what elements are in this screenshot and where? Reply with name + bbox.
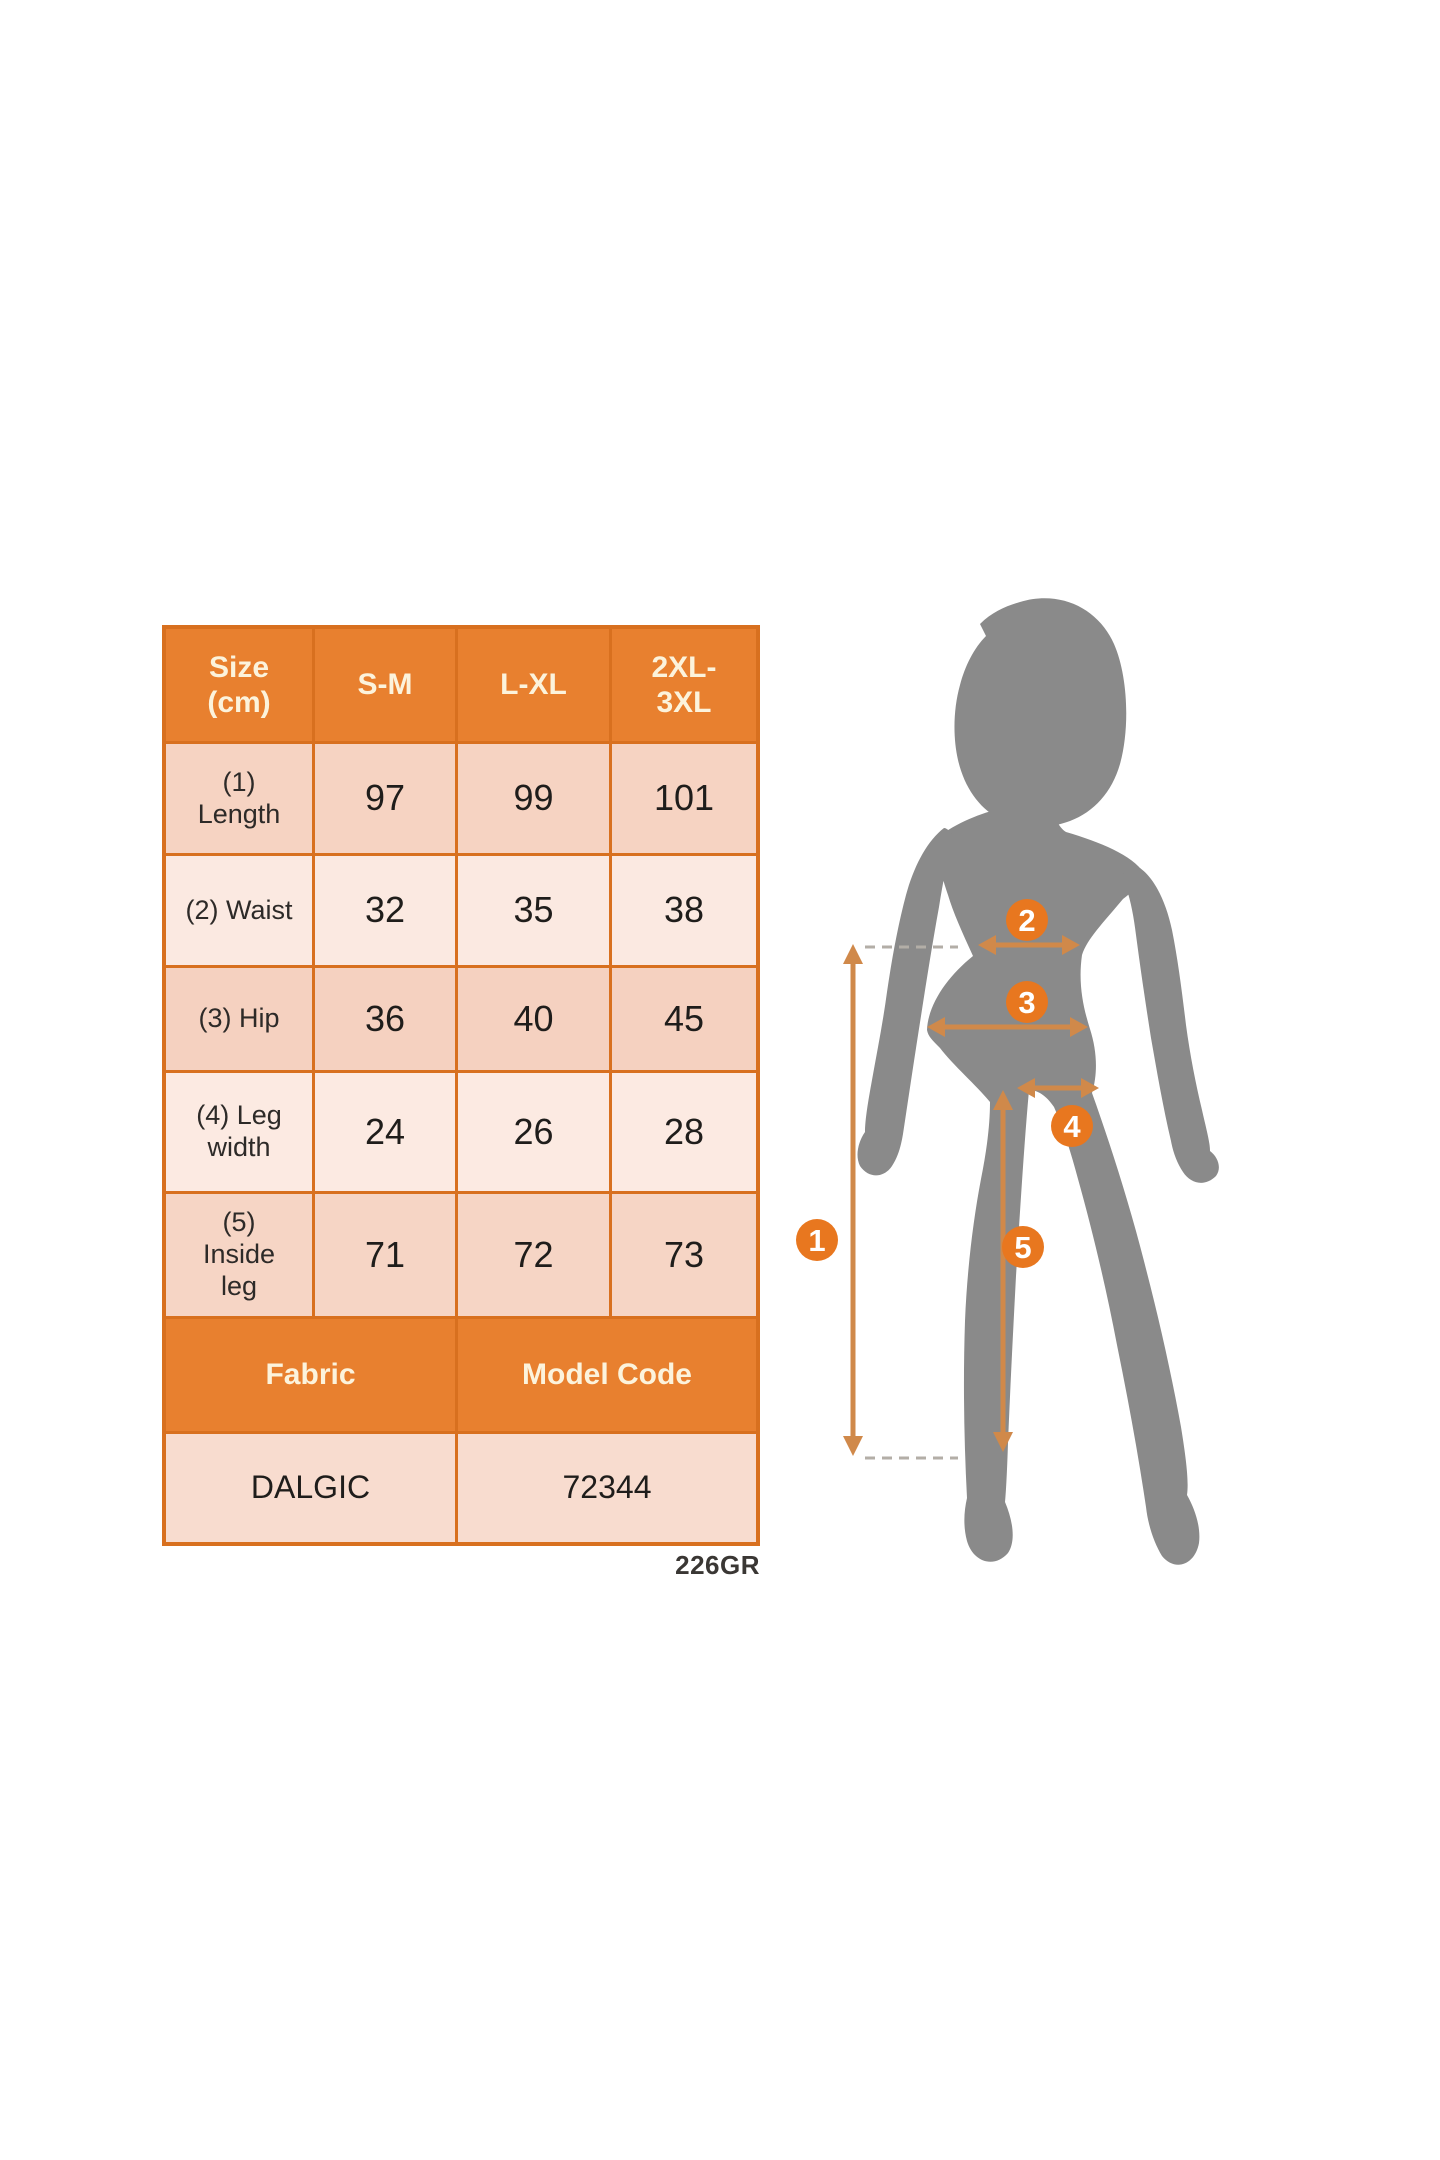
marker-4: 4 bbox=[1051, 1105, 1093, 1147]
silhouette-right-arm bbox=[1121, 867, 1219, 1183]
row-label-inside-leg: (5) Inside leg bbox=[166, 1194, 312, 1316]
female-silhouette bbox=[857, 598, 1219, 1565]
hip-arrow bbox=[927, 1017, 1088, 1037]
fabric-header: Fabric bbox=[166, 1319, 455, 1431]
value-length-lxl: 99 bbox=[458, 744, 609, 853]
silhouette-head bbox=[954, 598, 1127, 828]
svg-text:2: 2 bbox=[1018, 903, 1035, 938]
row-label-waist: (2) Waist bbox=[166, 856, 312, 965]
column-header-2xl3xl: 2XL- 3XL bbox=[612, 629, 756, 741]
marker-3: 3 bbox=[1006, 981, 1048, 1023]
length-arrow bbox=[843, 944, 863, 1456]
svg-text:1: 1 bbox=[808, 1223, 825, 1258]
value-inside-leg-2xl3xl: 73 bbox=[612, 1194, 756, 1316]
silhouette-left-arm bbox=[857, 828, 955, 1176]
svg-text:5: 5 bbox=[1014, 1230, 1031, 1265]
value-leg-width-sm: 24 bbox=[315, 1073, 455, 1191]
value-hip-lxl: 40 bbox=[458, 968, 609, 1070]
column-header-lxl: L-XL bbox=[458, 629, 609, 741]
row-label-leg-width: (4) Leg width bbox=[166, 1073, 312, 1191]
marker-5: 5 bbox=[1002, 1226, 1044, 1268]
marker-2: 2 bbox=[1006, 899, 1048, 941]
inside-leg-arrow bbox=[993, 1090, 1013, 1452]
row-label-length: (1) Length bbox=[166, 744, 312, 853]
value-inside-leg-lxl: 72 bbox=[458, 1194, 609, 1316]
row-label-hip: (3) Hip bbox=[166, 968, 312, 1070]
measurement-figure: 1 2 3 4 5 bbox=[790, 580, 1350, 1600]
model-code-header: Model Code bbox=[458, 1319, 756, 1431]
marker-1: 1 bbox=[796, 1219, 838, 1261]
model-code-value: 72344 bbox=[458, 1434, 756, 1542]
weight-note: 226GR bbox=[675, 1550, 760, 1580]
value-hip-sm: 36 bbox=[315, 968, 455, 1070]
column-header-sm: S-M bbox=[315, 629, 455, 741]
value-leg-width-2xl3xl: 28 bbox=[612, 1073, 756, 1191]
waist-arrow bbox=[978, 935, 1080, 955]
size-table: Size (cm) S-M L-XL 2XL- 3XL (1) Length 9… bbox=[162, 625, 760, 1546]
value-leg-width-lxl: 26 bbox=[458, 1073, 609, 1191]
value-waist-sm: 32 bbox=[315, 856, 455, 965]
svg-text:4: 4 bbox=[1063, 1109, 1081, 1144]
table-corner-header: Size (cm) bbox=[166, 629, 312, 741]
value-length-2xl3xl: 101 bbox=[612, 744, 756, 853]
female-silhouette-diagram: 1 2 3 4 5 bbox=[796, 598, 1219, 1565]
value-waist-lxl: 35 bbox=[458, 856, 609, 965]
svg-text:3: 3 bbox=[1018, 985, 1035, 1020]
silhouette-body bbox=[927, 798, 1200, 1565]
leg-width-arrow bbox=[1017, 1078, 1099, 1098]
value-inside-leg-sm: 71 bbox=[315, 1194, 455, 1316]
fabric-value: DALGIC bbox=[166, 1434, 455, 1542]
value-waist-2xl3xl: 38 bbox=[612, 856, 756, 965]
value-length-sm: 97 bbox=[315, 744, 455, 853]
value-hip-2xl3xl: 45 bbox=[612, 968, 756, 1070]
